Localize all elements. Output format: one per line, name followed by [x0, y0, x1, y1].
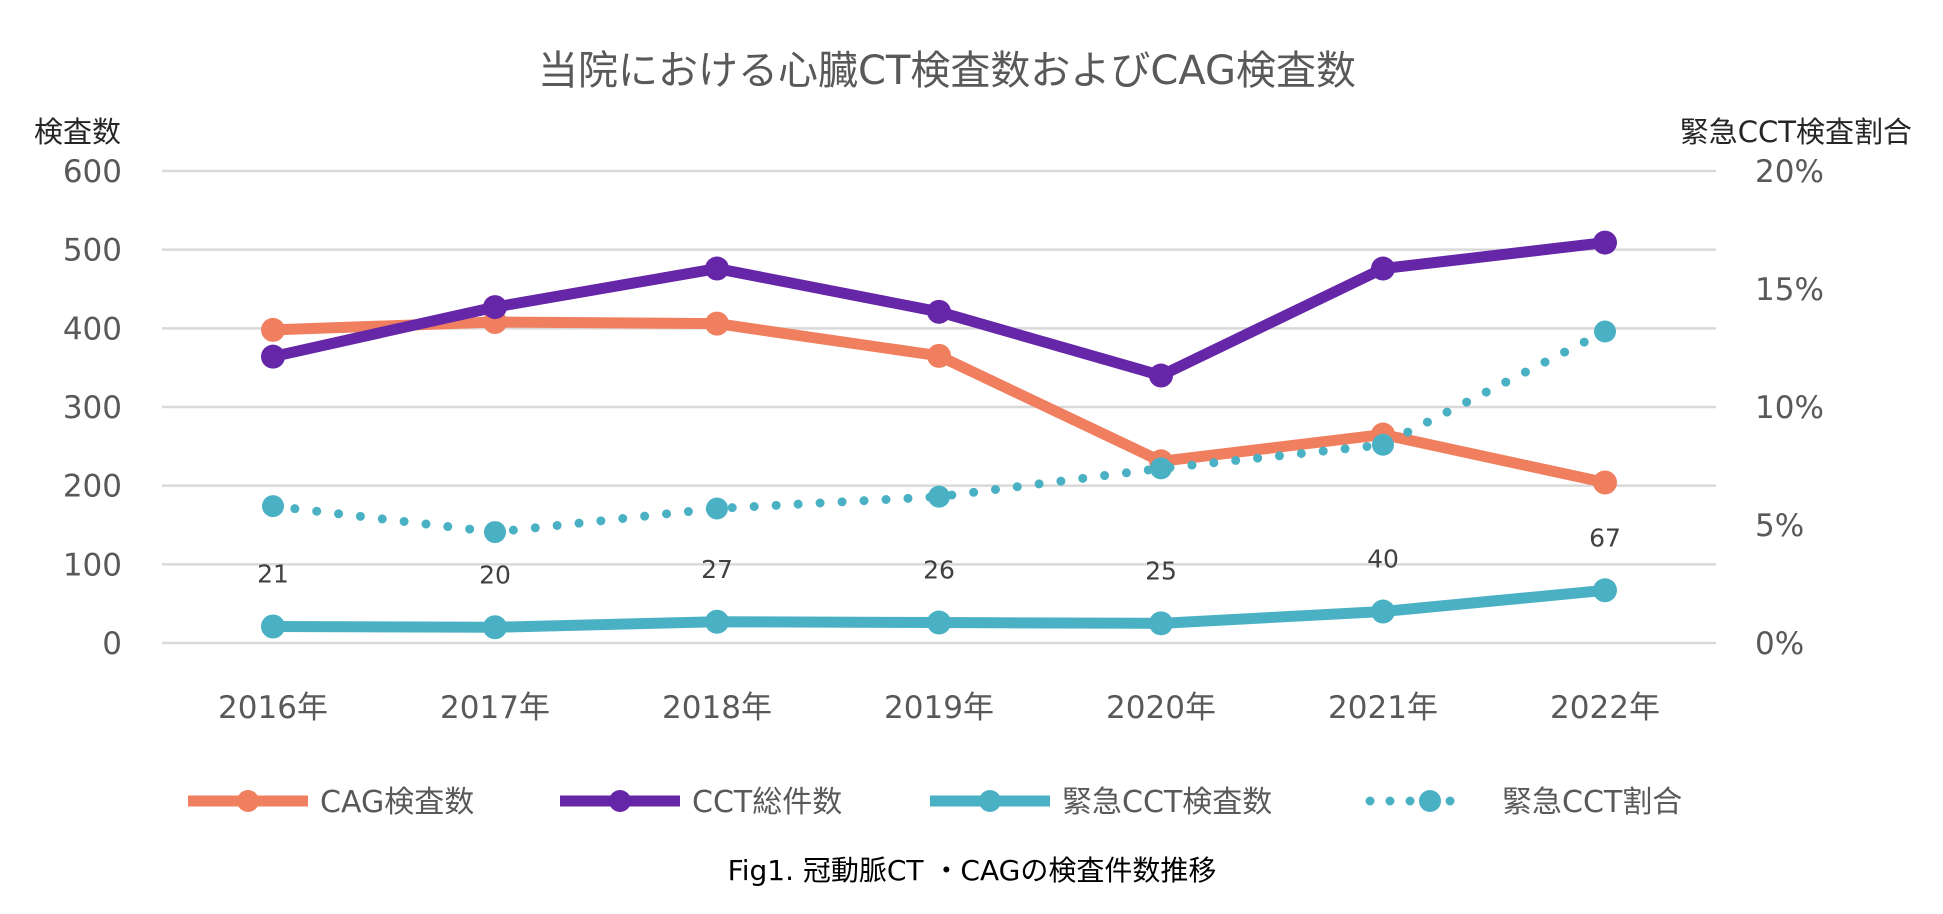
- data-point: [927, 299, 951, 324]
- data-point: [1371, 256, 1395, 281]
- data-point: [927, 610, 951, 635]
- data-label: 40: [1367, 545, 1399, 574]
- data-label: 25: [1145, 556, 1177, 585]
- y2-axis-title: 緊急CCT検査割合: [1680, 115, 1912, 149]
- data-label: 20: [479, 560, 511, 589]
- data-point: [1593, 578, 1617, 603]
- y-axis-title: 検査数: [34, 115, 121, 149]
- data-label: 27: [701, 555, 733, 584]
- data-point: [1149, 611, 1173, 636]
- data-point: [928, 485, 950, 508]
- legend-marker: [609, 790, 631, 812]
- x-axis-ticks: 2016年 2017年 2018年 2019年 2020年 2021年 2022年: [218, 690, 1660, 726]
- legend-label: CCT総件数: [692, 785, 842, 820]
- y-tick-label: 100: [63, 547, 122, 583]
- y-axis-ticks: 0 100 200 300 400 500 600: [63, 154, 122, 662]
- legend-marker: [1419, 790, 1441, 812]
- data-point: [484, 521, 506, 544]
- legend: CAG検査数 CCT総件数 緊急CCT検査数 緊急CCT割合: [188, 785, 1682, 820]
- data-point: [706, 497, 728, 520]
- data-point: [261, 317, 285, 342]
- x-tick-label: 2022年: [1550, 690, 1660, 726]
- legend-label: 緊急CCT検査数: [1062, 785, 1272, 820]
- data-point: [483, 615, 507, 640]
- data-point: [261, 614, 285, 639]
- y2-tick-label: 0%: [1755, 626, 1804, 662]
- y-tick-label: 500: [63, 233, 122, 269]
- data-point: [927, 343, 951, 368]
- data-labels: 21 20 27 26 25 40 67: [257, 523, 1621, 589]
- figure-caption: Fig1. 冠動脈CT ・CAGの検査件数推移: [728, 854, 1217, 887]
- x-tick-label: 2018年: [662, 690, 772, 726]
- data-point: [483, 295, 507, 320]
- data-point: [705, 256, 729, 281]
- data-label: 26: [923, 556, 955, 585]
- y-tick-label: 200: [63, 469, 122, 505]
- y2-tick-label: 10%: [1755, 390, 1824, 426]
- x-tick-label: 2019年: [884, 690, 994, 726]
- data-label: 21: [257, 559, 289, 588]
- data-label: 67: [1589, 523, 1621, 552]
- legend-marker: [237, 790, 259, 812]
- data-point: [705, 311, 729, 336]
- y2-tick-label: 15%: [1755, 272, 1824, 308]
- data-point: [1593, 470, 1617, 495]
- y2-axis-ticks: 0% 5% 10% 15% 20%: [1755, 154, 1824, 662]
- legend-marker: [979, 790, 1001, 812]
- data-point: [261, 344, 285, 369]
- x-tick-label: 2016年: [218, 690, 328, 726]
- y-tick-label: 600: [63, 154, 122, 190]
- data-point: [1371, 599, 1395, 624]
- data-point: [262, 495, 284, 518]
- legend-label: 緊急CCT割合: [1502, 785, 1682, 820]
- y-tick-label: 0: [102, 626, 122, 662]
- y2-tick-label: 20%: [1755, 154, 1824, 190]
- data-point: [1149, 363, 1173, 388]
- data-point: [1594, 320, 1616, 343]
- data-point: [1372, 433, 1394, 456]
- legend-label: CAG検査数: [320, 785, 474, 820]
- x-tick-label: 2017年: [440, 690, 550, 726]
- chart-title: 当院における心臓CT検査数およびCAG検査数: [538, 48, 1356, 94]
- data-point: [1150, 457, 1172, 480]
- x-tick-label: 2020年: [1106, 690, 1216, 726]
- data-point: [705, 609, 729, 634]
- y-tick-label: 300: [63, 390, 122, 426]
- y-tick-label: 400: [63, 311, 122, 347]
- data-point: [1593, 230, 1617, 255]
- x-tick-label: 2021年: [1328, 690, 1438, 726]
- series-group: [261, 230, 1617, 640]
- y2-tick-label: 5%: [1755, 508, 1804, 544]
